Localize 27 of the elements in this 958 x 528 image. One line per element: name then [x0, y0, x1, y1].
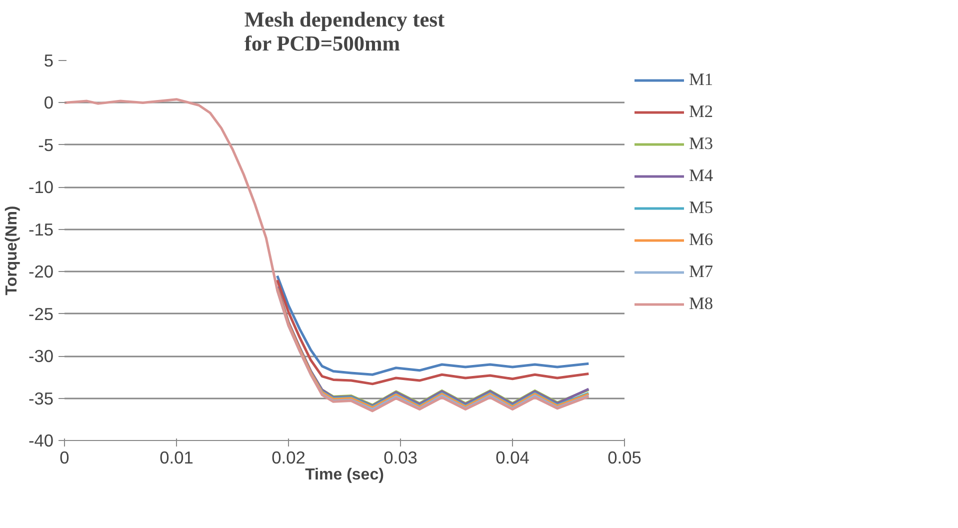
- y-tick-label: 5: [44, 50, 54, 70]
- y-tick-label: -5: [38, 134, 54, 155]
- y-tick-label: 0: [44, 92, 54, 113]
- y-tick-label: -30: [28, 346, 54, 366]
- x-tick-label: 0.04: [496, 448, 530, 468]
- y-axis-title: Torque(Nm): [3, 206, 20, 296]
- y-tick-label: -15: [28, 219, 54, 240]
- y-tick-label: -20: [28, 262, 54, 282]
- x-tick-label: 0.03: [384, 448, 418, 468]
- y-tick-label: -25: [28, 304, 54, 324]
- legend-label: M7: [689, 262, 714, 282]
- legend-label: M6: [689, 230, 714, 250]
- y-tick-label: -10: [28, 177, 54, 198]
- legend-label: M4: [689, 166, 714, 186]
- legend-label: M5: [689, 198, 714, 218]
- legend-label: M2: [689, 102, 714, 122]
- x-axis-title: Time (sec): [305, 466, 384, 484]
- x-tick-label: 0.05: [608, 448, 642, 468]
- legend-label: M3: [689, 134, 714, 154]
- x-tick-label: 0.01: [160, 448, 194, 468]
- y-tick-label: -35: [28, 388, 54, 408]
- y-tick-label: -40: [28, 430, 54, 450]
- x-tick-label: 0.02: [272, 448, 306, 468]
- legend-label: M1: [689, 70, 714, 90]
- x-tick-label: 0: [60, 448, 70, 468]
- legend-label: M8: [689, 294, 714, 314]
- chart-title: Mesh dependency test for PCD=500mm: [244, 8, 446, 56]
